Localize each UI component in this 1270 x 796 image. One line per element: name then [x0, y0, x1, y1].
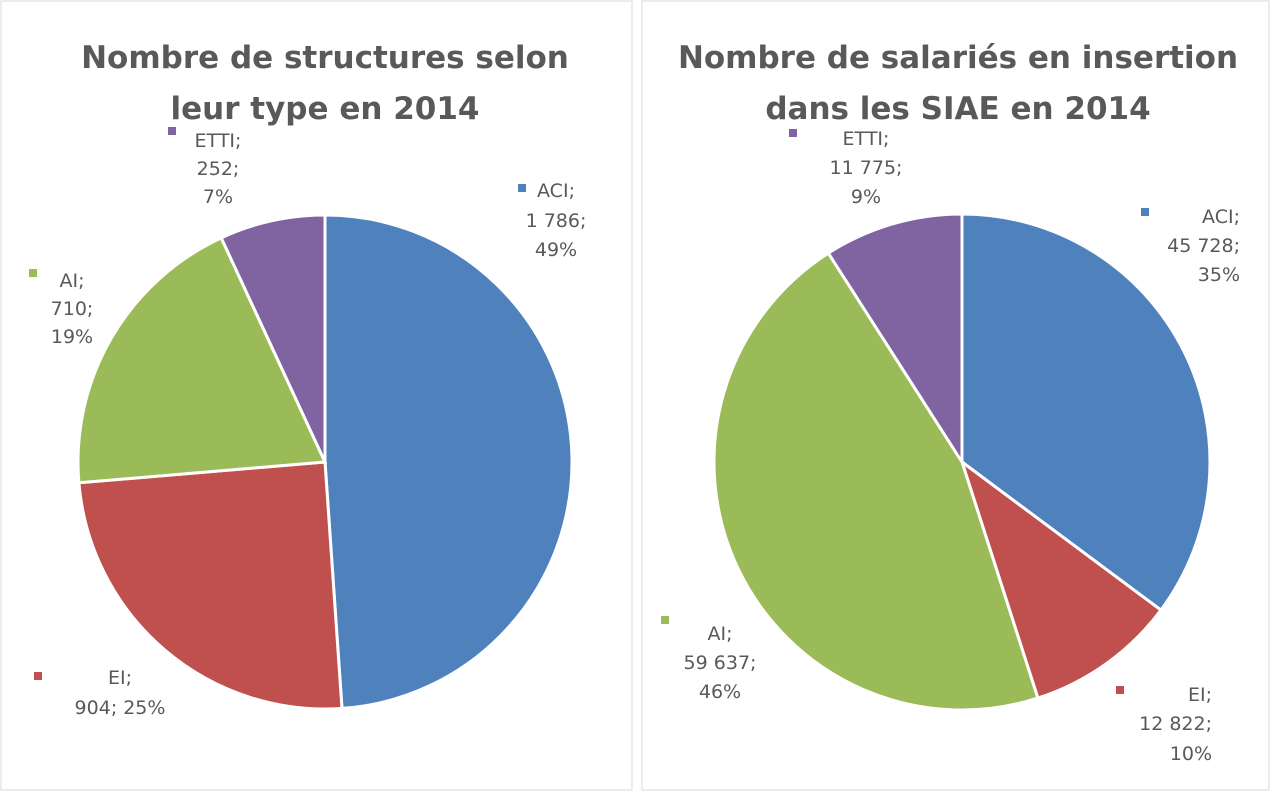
label-key: [661, 616, 669, 624]
category-label: AI: [59, 270, 78, 292]
value-label: 904: [75, 697, 111, 719]
data-label: 59 637;: [684, 652, 757, 674]
category-label: EI: [108, 667, 126, 689]
category-label: ETTI: [843, 128, 884, 150]
pie-slice: [77, 460, 344, 711]
separator: ;: [580, 210, 586, 232]
label-key: [34, 672, 42, 680]
data-label: 49%: [535, 239, 577, 261]
data-label: 10%: [1170, 743, 1212, 765]
separator: ;: [896, 157, 902, 179]
label-key: [518, 184, 526, 192]
percent-label: 10%: [1170, 743, 1212, 765]
data-label: ACI;: [537, 180, 575, 202]
percent-label: 9%: [851, 186, 881, 208]
value-label: 1 786: [526, 210, 580, 232]
panel: [641, 0, 1270, 791]
percent-label: 35%: [1198, 264, 1240, 286]
value-label: 710: [51, 298, 87, 320]
pie-slice: [219, 213, 327, 463]
chart-title: leur type en 2014: [170, 91, 479, 127]
data-label: 1 786;: [526, 210, 587, 232]
category-label: EI: [1188, 684, 1206, 706]
data-label: 12 822;: [1139, 713, 1212, 735]
category-label: ACI: [1202, 206, 1234, 228]
value-label: 45 728: [1167, 235, 1233, 257]
percent-label: 7%: [203, 186, 233, 208]
data-label: 9%: [851, 186, 881, 208]
separator: ;: [78, 270, 84, 292]
panel: [0, 0, 633, 791]
separator: ;: [233, 158, 239, 180]
data-label: 35%: [1198, 264, 1240, 286]
chart-title: dans les SIAE en 2014: [765, 91, 1150, 127]
label-key: [1141, 208, 1149, 216]
data-label: AI;: [707, 623, 732, 645]
separator: ;: [1206, 684, 1212, 706]
data-label: 45 728;: [1167, 235, 1240, 257]
data-label: 904; 25%: [75, 697, 166, 719]
separator: ;: [569, 180, 575, 202]
separator: ;: [111, 697, 117, 719]
separator: ;: [1234, 235, 1240, 257]
data-label: AI;: [59, 270, 84, 292]
label-key: [1116, 686, 1124, 694]
value-label: 11 775: [830, 157, 896, 179]
separator: ;: [750, 652, 756, 674]
chart-title: Nombre de salariés en insertion: [678, 40, 1238, 76]
percent-label: 46%: [699, 681, 741, 703]
pie-slice: [959, 457, 1164, 700]
data-label: 710;: [51, 298, 94, 320]
data-label: 19%: [51, 326, 93, 348]
category-label: ETTI: [195, 130, 236, 152]
category-label: ACI: [537, 180, 569, 202]
percent-label: 49%: [535, 239, 577, 261]
label-key: [29, 269, 37, 277]
pie-slice: [960, 212, 1212, 613]
percent-label: 19%: [51, 326, 93, 348]
pie-slice: [826, 212, 964, 468]
separator: ;: [87, 298, 93, 320]
data-label: 46%: [699, 681, 741, 703]
data-label: 11 775;: [830, 157, 903, 179]
pie-slice: [76, 235, 328, 485]
data-label: ETTI;: [195, 130, 242, 152]
pie-slice: [712, 251, 1040, 712]
chart-title: Nombre de structures selon: [81, 40, 569, 76]
category-label: AI: [707, 623, 726, 645]
value-label: 59 637: [684, 652, 750, 674]
value-label: 12 822: [1139, 713, 1205, 735]
data-label: EI;: [108, 667, 132, 689]
separator: ;: [235, 130, 241, 152]
percent-label: 25%: [123, 697, 165, 719]
data-label: ACI;: [1202, 206, 1240, 228]
data-label: 252;: [197, 158, 240, 180]
separator: ;: [726, 623, 732, 645]
separator: ;: [1234, 206, 1240, 228]
data-label: ETTI;: [843, 128, 890, 150]
value-label: 252: [197, 158, 233, 180]
label-key: [789, 129, 797, 137]
separator: ;: [883, 128, 889, 150]
separator: ;: [1206, 713, 1212, 735]
separator: ;: [126, 667, 132, 689]
label-key: [168, 127, 176, 135]
pie-slice: [323, 213, 574, 711]
data-label: 7%: [203, 186, 233, 208]
data-label: EI;: [1188, 684, 1212, 706]
